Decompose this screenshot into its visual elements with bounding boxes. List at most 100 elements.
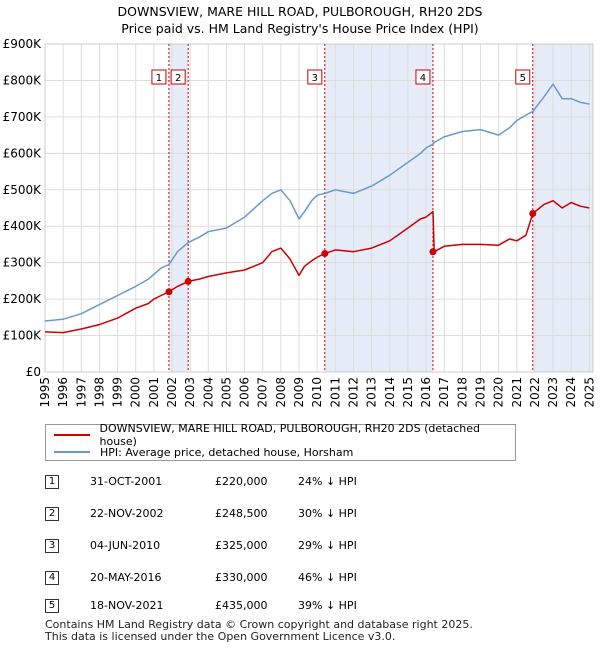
sale-label-number: 2: [175, 73, 181, 84]
sale-points: [165, 209, 537, 296]
x-tick-label: 1999: [111, 377, 125, 408]
sale-date: 04-JUN-2010: [90, 539, 161, 552]
x-tick-label: 2021: [510, 377, 524, 408]
x-tick-label: 2000: [129, 377, 143, 408]
sale-point: [529, 209, 537, 217]
sale-label-number: 3: [312, 73, 318, 84]
sale-price: £325,000: [215, 539, 268, 552]
legend-swatch-property: [54, 434, 90, 436]
x-tick-label: 2016: [419, 377, 433, 408]
y-tick-label: £0: [26, 365, 41, 379]
table-row: 1 31-OCT-2001 £220,000 24% ↓ HPI: [45, 473, 525, 491]
x-tick-label: 2007: [256, 377, 270, 408]
y-tick-label: £300K: [3, 256, 43, 270]
x-tick-label: 2010: [310, 377, 324, 408]
x-tick-label: 2012: [346, 377, 360, 408]
sale-number-badge: 4: [45, 571, 59, 585]
x-tick-label: 2001: [147, 377, 161, 408]
sale-label-number: 5: [520, 73, 526, 84]
x-tick-label: 2013: [365, 377, 379, 408]
legend-item-property: DOWNSVIEW, MARE HILL ROAD, PULBOROUGH, R…: [54, 422, 515, 448]
x-tick-label: 2022: [528, 377, 542, 408]
y-tick-label: £800K: [3, 73, 43, 87]
sale-point: [165, 288, 173, 296]
table-row: 3 04-JUN-2010 £325,000 29% ↓ HPI: [45, 537, 525, 555]
chart-title-block: DOWNSVIEW, MARE HILL ROAD, PULBOROUGH, R…: [0, 3, 600, 37]
sale-price: £435,000: [215, 599, 268, 612]
sale-label-box: [307, 69, 323, 85]
sale-number-labels: 1 2 3 4 5: [151, 69, 531, 85]
x-tick-label: 1995: [38, 377, 52, 408]
x-tick-label: 2011: [328, 377, 342, 408]
shaded-ranges: [168, 44, 593, 372]
sale-hpi-diff: 46% ↓ HPI: [298, 571, 357, 584]
sale-price: £220,000: [215, 475, 268, 488]
x-tick-label: 2004: [201, 377, 215, 408]
sale-label-box: [515, 69, 531, 85]
x-tick-label: 2020: [492, 377, 506, 408]
x-tick-label: 2015: [401, 377, 415, 408]
sale-number-badge: 2: [45, 507, 59, 521]
sale-point: [429, 248, 437, 256]
sale-date: 31-OCT-2001: [90, 475, 163, 488]
property-series-line: [44, 199, 590, 334]
sale-hpi-diff: 30% ↓ HPI: [298, 507, 357, 520]
legend-item-hpi: HPI: Average price, detached house, Hors…: [54, 444, 353, 460]
legend: DOWNSVIEW, MARE HILL ROAD, PULBOROUGH, R…: [45, 422, 516, 461]
x-tick-label: 2003: [183, 377, 197, 408]
sale-label-box: [170, 69, 186, 85]
grid: [44, 43, 594, 373]
sale-number-badge: 5: [45, 599, 59, 613]
legend-swatch-hpi: [54, 451, 90, 453]
y-tick-label: £400K: [3, 219, 43, 233]
x-tick-label: 1998: [92, 377, 106, 408]
series-lines: [44, 83, 590, 334]
footer: Contains HM Land Registry data © Crown c…: [45, 619, 473, 643]
x-tick-label: 2005: [219, 377, 233, 408]
sale-hpi-diff: 29% ↓ HPI: [298, 539, 357, 552]
y-tick-label: £200K: [3, 292, 43, 306]
sale-markers-vertical: [168, 44, 534, 372]
table-row: 2 22-NOV-2002 £248,500 30% ↓ HPI: [45, 505, 525, 523]
sale-hpi-diff: 24% ↓ HPI: [298, 475, 357, 488]
sale-label-number: 1: [156, 73, 162, 84]
legend-label-hpi: HPI: Average price, detached house, Hors…: [100, 445, 354, 459]
shaded-range: [324, 44, 433, 372]
x-tick-label: 1997: [74, 377, 88, 408]
table-row: 5 18-NOV-2021 £435,000 39% ↓ HPI: [45, 597, 525, 615]
sale-hpi-diff: 39% ↓ HPI: [298, 599, 357, 612]
sale-label-box: [151, 69, 167, 85]
x-tick-label: 2008: [274, 377, 288, 408]
x-tick-label: 2017: [437, 377, 451, 408]
chart-title: DOWNSVIEW, MARE HILL ROAD, PULBOROUGH, R…: [117, 4, 483, 19]
y-tick-label: £700K: [3, 110, 43, 124]
sale-label-box: [415, 69, 431, 85]
y-tick-labels: £0 £100K £200K £300K £400K £500K £600K £700K £80…: [3, 37, 43, 379]
sale-date: 22-NOV-2002: [90, 507, 164, 520]
sale-price: £330,000: [215, 571, 268, 584]
shaded-range: [168, 44, 189, 372]
sale-date: 20-MAY-2016: [90, 571, 162, 584]
plot-frame: [44, 43, 594, 373]
sale-point: [184, 277, 192, 285]
footer-licence: This data is licensed under the Open Gov…: [45, 630, 396, 643]
table-row: 4 20-MAY-2016 £330,000 46% ↓ HPI: [45, 569, 525, 587]
sale-label-number: 4: [420, 73, 426, 84]
footer-copyright: Contains HM Land Registry data © Crown c…: [45, 618, 473, 631]
sale-price: £248,500: [215, 507, 268, 520]
x-tick-label: 2019: [473, 377, 487, 408]
x-tick-label: 2002: [165, 377, 179, 408]
x-tick-label: 2024: [564, 377, 578, 408]
x-tick-label: 2009: [292, 377, 306, 408]
y-tick-label: £900K: [3, 37, 43, 51]
legend-label-property: DOWNSVIEW, MARE HILL ROAD, PULBOROUGH, R…: [99, 422, 480, 448]
sale-number-badge: 1: [45, 475, 59, 489]
y-tick-label: £100K: [3, 329, 43, 343]
x-tick-labels: 1995 1996 1997 1998 1999 2000 2001 2002 2003 2004…: [38, 377, 596, 408]
sale-date: 18-NOV-2021: [90, 599, 164, 612]
x-tick-label: 2023: [546, 377, 560, 408]
x-tick-label: 2018: [455, 377, 469, 408]
sale-number-badge: 3: [45, 539, 59, 553]
chart-subtitle: Price paid vs. HM Land Registry's House …: [121, 21, 479, 36]
price-chart: 1 2 3 4 5 £0 £100K £200K £300K £400K £500K £600K £7…: [3, 37, 597, 408]
